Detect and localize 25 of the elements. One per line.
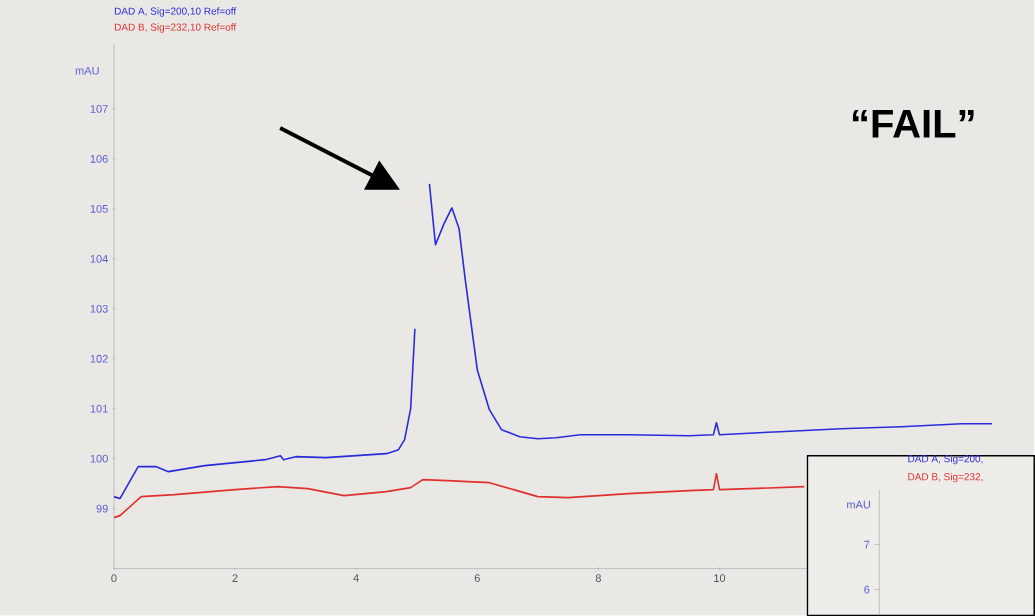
x-tick-label: 4 <box>353 574 359 582</box>
y-tick-label: 104 <box>90 254 108 263</box>
y-tick-label: 100 <box>90 454 108 463</box>
text: mAU <box>847 500 870 509</box>
x-tick-label: 8 <box>595 574 601 582</box>
y-tick-label: 101 <box>90 404 108 413</box>
x-tick-label: 10 <box>714 574 726 582</box>
annotation: 7 <box>864 540 870 549</box>
x-tick-label: 6 <box>474 574 480 582</box>
y-tick-label: 105 <box>90 204 108 213</box>
line-series <box>113 472 806 519</box>
y-tick-label: 102 <box>90 354 108 363</box>
y-tick-label: 99 <box>96 504 108 513</box>
y-axis-title: mAU <box>75 66 99 75</box>
y-tick-label: 107 <box>90 104 108 113</box>
legend-label: DAD B, Sig=232, <box>908 472 983 483</box>
text: DAD A, Sig=200,10 Ref=off <box>114 7 237 17</box>
y-tick-label: 103 <box>90 304 108 313</box>
legend-label: DAD A, Sig=200, <box>908 454 983 465</box>
x-tick-label: 0 <box>111 574 117 582</box>
annotation: “FAIL” <box>852 109 974 138</box>
text: DAD B, Sig=232,10 Ref=off <box>114 23 237 33</box>
text: 6 <box>864 585 870 594</box>
x-tick-label: 2 <box>232 574 238 582</box>
y-tick-label: 106 <box>90 154 108 163</box>
